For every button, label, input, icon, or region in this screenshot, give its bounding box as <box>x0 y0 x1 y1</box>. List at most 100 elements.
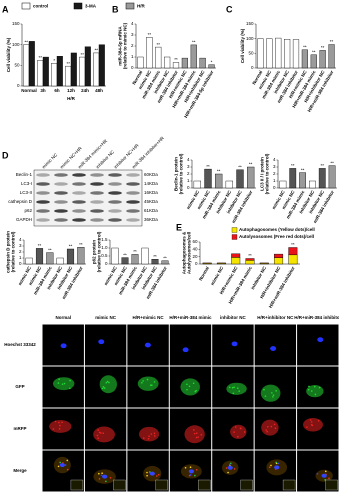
band <box>72 218 86 222</box>
x-tick-label: Normal <box>198 266 210 282</box>
bar <box>84 46 91 87</box>
puncta <box>52 428 55 430</box>
puncta <box>100 474 103 476</box>
puncta <box>231 386 234 389</box>
bar <box>37 60 44 87</box>
y-tick-label: 150 <box>12 21 20 26</box>
puncta <box>317 420 320 422</box>
band <box>36 200 50 204</box>
panel-label: C <box>226 4 233 14</box>
puncta <box>142 380 144 382</box>
puncta <box>307 388 310 391</box>
puncta <box>309 419 312 421</box>
significance: ** <box>301 167 305 172</box>
puncta <box>97 429 100 431</box>
significance: ** <box>123 252 127 257</box>
puncta <box>273 423 276 426</box>
puncta <box>266 425 269 428</box>
puncta <box>328 477 330 480</box>
puncta <box>194 474 196 477</box>
row-label: mRFP <box>13 426 26 431</box>
puncta <box>232 392 235 395</box>
bar <box>181 57 188 69</box>
bar <box>56 257 64 265</box>
band <box>72 209 86 213</box>
legend-label: Autolysosomes (Free red dots)/cell <box>239 234 314 239</box>
panel-label: E <box>176 222 182 232</box>
significance: ** <box>321 45 325 50</box>
bar <box>23 44 30 87</box>
significance: ** <box>153 254 157 259</box>
legend-label: control <box>33 4 48 9</box>
significance: ** <box>163 255 167 260</box>
legend-swatch <box>21 2 31 10</box>
x-tick-label: 24h <box>81 88 89 93</box>
y-axis-label: (relative to control) <box>97 231 102 272</box>
legend-swatch <box>125 2 135 10</box>
y-axis-label: Beclin-1 protein <box>174 157 179 191</box>
puncta <box>197 436 199 438</box>
significance: ** <box>79 242 83 247</box>
band <box>36 218 50 222</box>
puncta <box>59 424 61 427</box>
band-label: GAPDH <box>16 217 32 222</box>
significance: ** <box>312 49 316 54</box>
y-axis-label: (relative to control) <box>179 153 184 194</box>
bar <box>199 57 206 69</box>
puncta <box>189 474 192 476</box>
significance: ** <box>174 57 178 62</box>
puncta <box>233 431 235 433</box>
band <box>126 191 140 195</box>
nucleus <box>270 346 277 351</box>
significance: ** <box>248 253 252 258</box>
band <box>126 218 140 222</box>
puncta <box>194 390 197 393</box>
micrograph <box>254 324 297 366</box>
bar <box>245 260 255 265</box>
puncta <box>308 385 310 388</box>
y-axis-label: Cell viability (%) <box>6 37 11 72</box>
x-tick-label: 6h <box>54 88 60 93</box>
row-label: Merge <box>13 468 27 473</box>
puncta <box>186 388 188 391</box>
puncta <box>266 430 269 433</box>
micrograph <box>84 324 127 366</box>
puncta <box>268 466 271 469</box>
bar <box>309 180 316 189</box>
puncta <box>200 433 203 436</box>
y-tick-label: 1 <box>187 178 190 183</box>
puncta <box>109 477 112 479</box>
puncta <box>186 383 188 386</box>
puncta <box>147 437 150 440</box>
significance: ** <box>238 164 242 169</box>
significance: ** <box>48 247 52 252</box>
inset <box>198 479 211 491</box>
puncta <box>263 388 265 391</box>
band-label: LC3-II <box>20 190 32 195</box>
bar <box>246 166 255 189</box>
y-tick-label: 0 <box>131 65 134 70</box>
band <box>90 200 104 204</box>
cell <box>261 419 279 436</box>
puncta <box>96 434 99 437</box>
band <box>72 173 86 177</box>
bar <box>204 168 212 189</box>
puncta <box>265 429 268 431</box>
band <box>90 182 104 186</box>
puncta <box>105 480 107 483</box>
band <box>72 191 86 195</box>
y-tick-label: 1.5 <box>101 237 108 242</box>
puncta <box>58 421 60 424</box>
y-axis-label: miR-384-5p mRNA <box>118 26 123 66</box>
x-axis-label: H/R <box>67 96 76 101</box>
bar <box>98 44 105 87</box>
y-axis-label: Autophagosomes & <box>182 231 187 274</box>
y-tick-label: 0.5 <box>101 253 108 258</box>
puncta <box>270 425 273 428</box>
puncta <box>59 461 61 464</box>
legend-swatch <box>231 234 238 240</box>
puncta <box>188 385 191 388</box>
bar <box>231 257 241 265</box>
lane-label: miR-384 inhibitor+HR <box>131 135 166 170</box>
y-tick-label: 0 <box>273 185 276 190</box>
